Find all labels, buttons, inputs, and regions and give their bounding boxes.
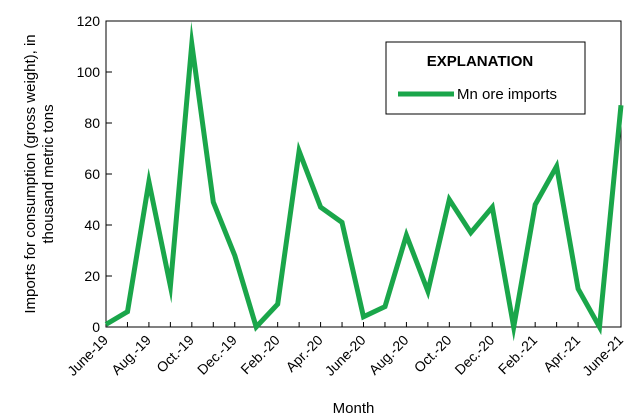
x-tick-label: Oct.-20 (411, 332, 455, 376)
y-tick-label: 0 (92, 319, 100, 335)
x-tick-label: Dec.-20 (451, 332, 497, 378)
x-tick-label: Feb.-21 (495, 332, 541, 378)
x-tick-label: Feb.-20 (237, 332, 283, 378)
legend-title: EXPLANATION (427, 53, 533, 70)
y-tick-label: 60 (84, 166, 100, 182)
y-tick-label: 100 (77, 64, 101, 80)
x-tick-label: June-21 (579, 332, 626, 379)
x-axis-title: Month (333, 400, 375, 417)
legend-label-mn-ore-imports: Mn ore imports (457, 86, 557, 103)
x-tick-label: June-20 (322, 332, 369, 379)
y-tick-label: 40 (84, 217, 100, 233)
x-tick-label: Oct.-19 (153, 332, 197, 376)
x-tick-label: June-19 (64, 332, 111, 379)
y-tick-label: 20 (84, 268, 100, 284)
y-axis-title-line-2: thousand metric tons (40, 104, 57, 243)
y-tick-label: 120 (77, 13, 101, 29)
y-tick-label: 80 (84, 115, 100, 131)
y-axis-title: Imports for consumption (gross weight), … (22, 34, 57, 313)
x-tick-label: Apr.-21 (540, 332, 583, 375)
x-tick-label: Aug.-20 (366, 332, 412, 378)
x-tick-label: Dec.-19 (194, 332, 240, 378)
legend-box (385, 41, 586, 115)
x-tick-label: Apr.-20 (282, 332, 325, 375)
legend: EXPLANATION Mn ore imports (385, 41, 586, 115)
y-axis-title-line-1: Imports for consumption (gross weight), … (22, 34, 39, 313)
y-axis: 0 20 40 60 80 100 120 (77, 13, 112, 335)
x-tick-label: Aug.-19 (108, 332, 154, 378)
series-layer (104, 21, 624, 342)
